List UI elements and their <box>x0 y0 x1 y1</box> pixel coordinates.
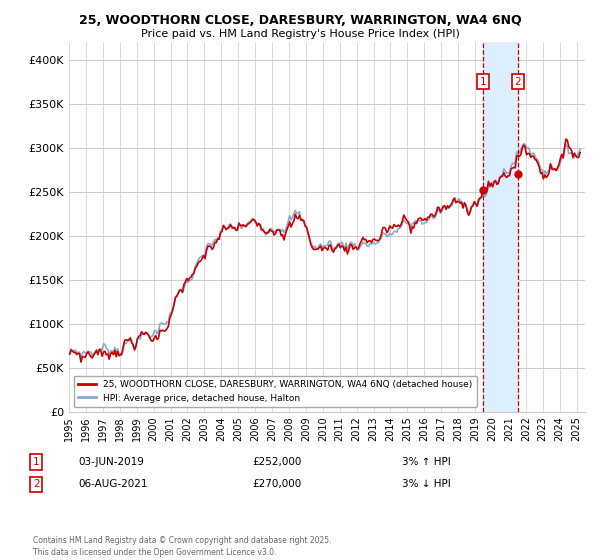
Text: 25, WOODTHORN CLOSE, DARESBURY, WARRINGTON, WA4 6NQ: 25, WOODTHORN CLOSE, DARESBURY, WARRINGT… <box>79 14 521 27</box>
Text: £252,000: £252,000 <box>252 457 301 467</box>
Text: 2: 2 <box>33 479 40 489</box>
Text: £270,000: £270,000 <box>252 479 301 489</box>
Text: 1: 1 <box>479 77 486 87</box>
Bar <box>483 42 518 412</box>
Text: 03-JUN-2019: 03-JUN-2019 <box>78 457 144 467</box>
Text: 3% ↓ HPI: 3% ↓ HPI <box>402 479 451 489</box>
Legend: 25, WOODTHORN CLOSE, DARESBURY, WARRINGTON, WA4 6NQ (detached house), HPI: Avera: 25, WOODTHORN CLOSE, DARESBURY, WARRINGT… <box>74 376 477 407</box>
Text: Price paid vs. HM Land Registry's House Price Index (HPI): Price paid vs. HM Land Registry's House … <box>140 29 460 39</box>
Text: 2: 2 <box>515 77 521 87</box>
Text: Contains HM Land Registry data © Crown copyright and database right 2025.
This d: Contains HM Land Registry data © Crown c… <box>33 536 331 557</box>
Text: 1: 1 <box>33 457 40 467</box>
Text: 3% ↑ HPI: 3% ↑ HPI <box>402 457 451 467</box>
Text: 06-AUG-2021: 06-AUG-2021 <box>78 479 148 489</box>
